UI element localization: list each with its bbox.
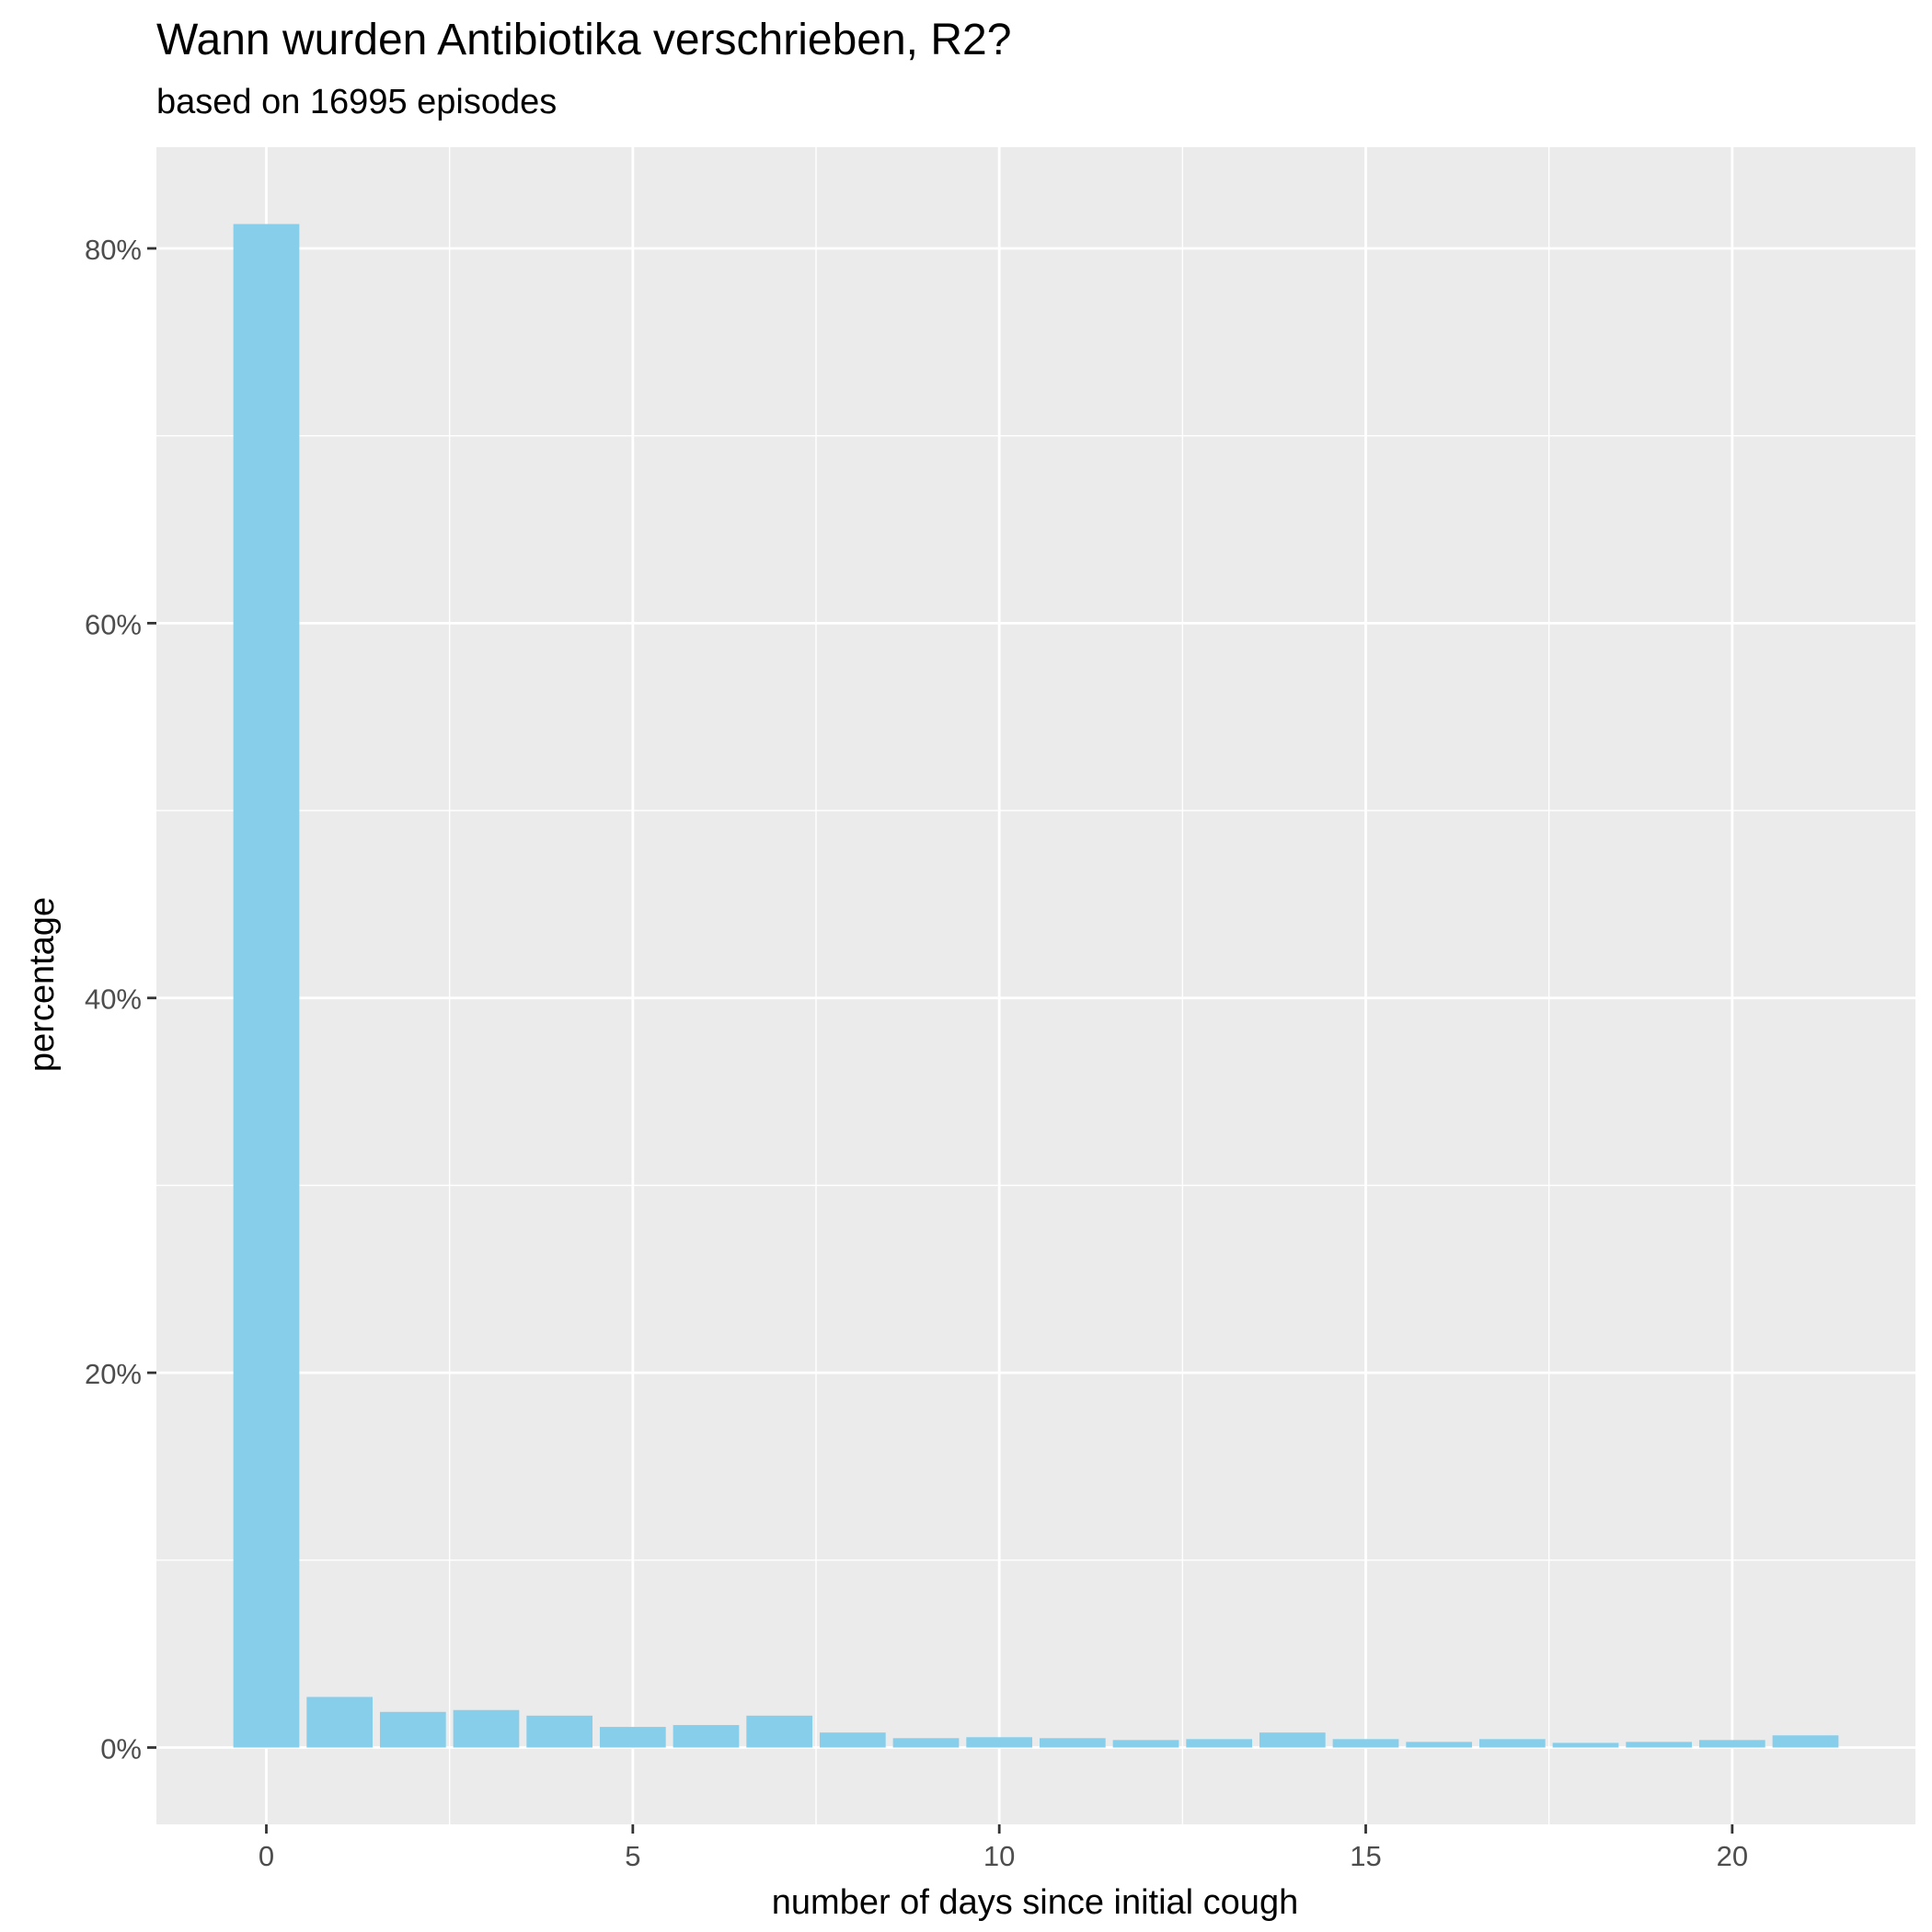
bar-day-3 [453,1709,520,1748]
bar-day-6 [673,1725,740,1748]
y-axis-label: percentage [23,897,62,1072]
bar-day-11 [1039,1738,1106,1748]
bar-day-10 [966,1737,1033,1748]
x-tick-label: 20 [1717,1840,1748,1872]
x-tick-label: 15 [1350,1840,1381,1872]
bar-day-5 [599,1727,666,1748]
bar-day-9 [892,1738,960,1748]
bar-day-0 [233,224,300,1748]
bar-day-15 [1332,1739,1399,1748]
bar-day-13 [1186,1739,1253,1748]
y-tick-label: 20% [85,1358,142,1390]
x-tick-label: 5 [625,1840,640,1872]
plot-panel [156,147,1915,1824]
x-axis-label: number of days since initial cough [772,1883,1298,1922]
bar-day-17 [1478,1739,1546,1748]
bar-day-7 [746,1715,813,1748]
bar-day-2 [379,1711,446,1748]
y-tick-label: 80% [85,234,142,266]
bar-series [233,224,1839,1748]
bar-day-16 [1406,1742,1473,1748]
y-tick-label: 60% [85,608,142,640]
bar-day-21 [1772,1735,1839,1748]
x-tick-label: 10 [983,1840,1015,1872]
chart-title: Wann wurden Antibiotika verschrieben, R2… [156,16,1012,64]
y-tick-label: 40% [85,983,142,1016]
bar-day-8 [819,1732,886,1748]
y-axis: 0% 20% 40% 60% 80% [85,234,156,1765]
bar-day-18 [1552,1742,1619,1748]
minor-gridlines [156,147,1915,1824]
y-tick-label: 0% [100,1732,142,1765]
bar-day-20 [1698,1740,1765,1748]
x-tick-label: 0 [259,1840,274,1872]
bar-day-1 [306,1696,374,1748]
bar-day-4 [526,1715,593,1748]
bar-day-12 [1112,1740,1179,1748]
bar-day-19 [1626,1742,1693,1748]
chart-subtitle: based on 16995 episodes [156,83,558,121]
bar-day-14 [1259,1732,1326,1748]
x-axis: 0 5 10 15 20 [259,1824,1748,1872]
